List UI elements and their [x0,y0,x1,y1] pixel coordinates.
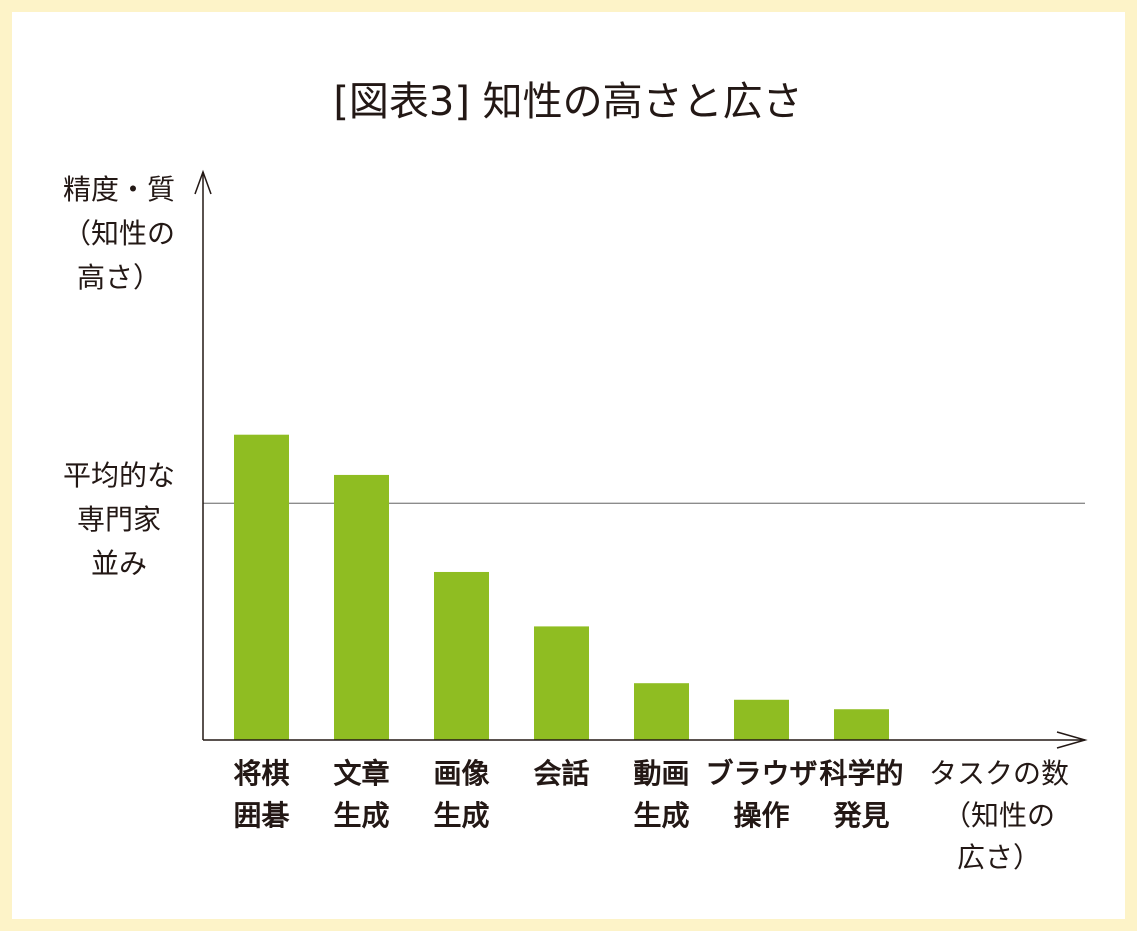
reference-label-line-0: 平均的な [63,459,175,492]
reference-label-line-1: 専門家 [77,503,161,536]
bar-4 [634,683,689,740]
x-axis-arrow [1056,731,1088,749]
y-axis-label-line-1: （知性の [63,217,175,250]
bar-1 [334,474,389,740]
category-label-3-0: 会話 [533,757,589,790]
x-axis-label-line-1: （知性の [943,799,1055,832]
bar-0 [234,434,289,740]
category-label-0-0: 将棋 [233,757,289,790]
category-label-5-0: ブラウザ [705,757,817,790]
x-axis-label-line-2: 広さ） [957,841,1041,874]
chart-frame: [図表3] 知性の高さと広さ 精度・質 （知性の 高さ） タスクの数 （知性の 広さ） … [12,12,1125,919]
bar-3 [534,626,589,740]
category-label-4-0: 動画 [633,757,689,790]
bar-5 [734,699,789,740]
category-label-2-0: 画像 [433,757,490,790]
chart-title: [図表3] 知性の高さと広さ [333,79,802,125]
y-axis-arrow [194,169,212,195]
category-label-2-1: 生成 [433,799,489,832]
bars [234,434,889,740]
category-label-4-1: 生成 [633,799,689,832]
category-label-0-1: 囲碁 [233,799,290,832]
y-axis-label: 精度・質 （知性の高さ） [63,173,175,294]
category-label-1-1: 生成 [333,799,389,832]
category-label-6-0: 科学的 [819,757,903,790]
y-axis-label-line-2: 高さ） [77,261,161,294]
reference-label-line-2: 並み [91,547,147,580]
y-axis-label-line-0: 精度・質 [63,173,175,206]
bar-chart: [図表3] 知性の高さと広さ 精度・質（知性の高さ） タスクの数（知性の広さ） … [63,79,1088,874]
bar-6 [834,709,889,740]
bar-2 [434,571,489,740]
category-label-1-0: 文章 [333,757,389,790]
x-axis-label-line-0: タスクの数 [929,757,1069,790]
category-label-5-1: 操作 [733,799,789,832]
category-label-6-1: 発見 [832,799,889,832]
